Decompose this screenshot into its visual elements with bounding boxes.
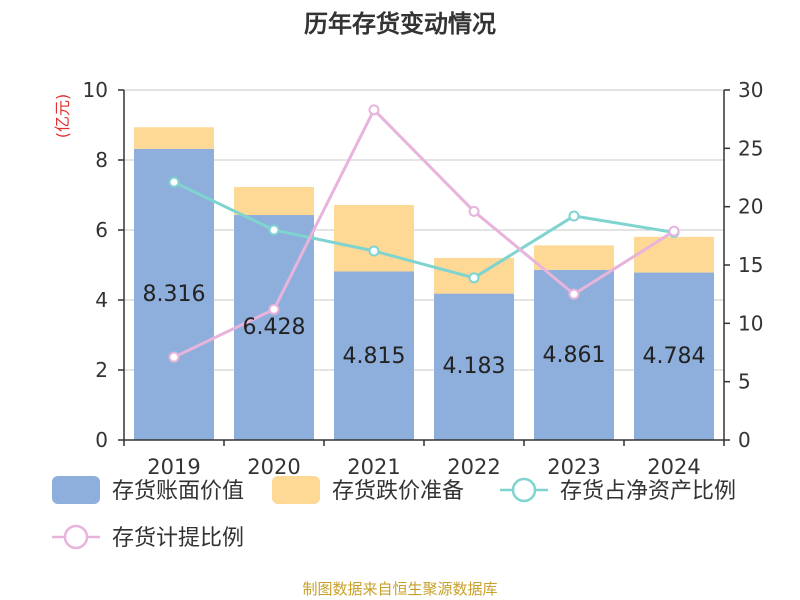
bar-group — [134, 127, 714, 440]
legend-marker — [511, 477, 537, 503]
right-tick-label: 0 — [738, 428, 751, 452]
bar-2022 — [434, 293, 514, 440]
bar-2024 — [634, 272, 714, 440]
bar-2019 — [134, 148, 214, 440]
right-tick-label: 15 — [738, 253, 763, 277]
legend-label: 存货占净资产比例 — [560, 479, 736, 504]
legend-swatch — [272, 476, 320, 504]
legend-swatch — [52, 476, 100, 504]
source-footer: 制图数据来自恒生聚源数据库 — [302, 580, 498, 598]
line-point — [368, 245, 380, 257]
series-line — [173, 180, 675, 280]
x-tick-label: 2022 — [447, 455, 500, 479]
legend-item: 存货跌价准备 — [272, 476, 464, 504]
axes: 0 2 4 6 8 10 0 5 10 15 20 25 30 (亿元) 2019 2020 2021 2022 2… — [53, 78, 763, 479]
line-group — [168, 104, 680, 363]
x-tick-label: 2020 — [247, 455, 300, 479]
right-tick-label: 25 — [738, 136, 763, 160]
data-label: 4.815 — [343, 344, 406, 369]
line-point — [268, 303, 280, 315]
line-point — [168, 176, 180, 188]
line-point — [268, 224, 280, 236]
legend-item: 存货账面价值 — [52, 476, 244, 504]
bar-2024 — [634, 236, 714, 273]
line-point — [568, 210, 580, 222]
left-tick-label: 4 — [95, 288, 108, 312]
line-point — [668, 225, 680, 237]
legend-marker — [63, 524, 89, 550]
x-tick-label: 2021 — [347, 455, 400, 479]
bar-2020 — [234, 215, 314, 440]
legend-item: 存货占净资产比例 — [500, 477, 736, 504]
right-tick-label: 10 — [738, 311, 763, 335]
data-label: 4.784 — [643, 344, 706, 369]
right-tick-label: 5 — [738, 370, 751, 394]
data-label: 8.316 — [143, 282, 206, 307]
series-line — [173, 107, 675, 359]
legend-label: 存货计提比例 — [112, 526, 244, 551]
legend-label: 存货账面价值 — [112, 479, 244, 504]
left-tick-label: 0 — [95, 428, 108, 452]
legend-label: 存货跌价准备 — [332, 479, 464, 504]
x-tick-label: 2019 — [147, 455, 200, 479]
chart-title: 历年存货变动情况 — [304, 10, 496, 38]
data-labels: 8.316 6.428 4.815 4.183 4.861 4.784 — [143, 282, 706, 379]
line-point — [368, 104, 380, 116]
right-tick-label: 30 — [738, 78, 763, 102]
line-point — [168, 351, 180, 363]
left-tick-label: 8 — [95, 148, 108, 172]
bar-2023 — [534, 245, 614, 270]
bar-2020 — [234, 187, 314, 216]
legend-item: 存货计提比例 — [52, 524, 244, 551]
line-point — [468, 205, 480, 217]
data-label: 4.861 — [543, 343, 606, 368]
data-label: 4.183 — [443, 354, 506, 379]
data-label: 6.428 — [243, 315, 306, 340]
left-tick-label: 2 — [95, 358, 108, 382]
x-tick-label: 2024 — [647, 455, 700, 479]
bar-2021 — [334, 271, 414, 440]
left-tick-label: 6 — [95, 218, 108, 242]
x-tick-label: 2023 — [547, 455, 600, 479]
bar-2021 — [334, 204, 414, 272]
line-point — [568, 288, 580, 300]
left-axis-unit-label: (亿元) — [53, 94, 72, 139]
line-point — [468, 272, 480, 284]
right-tick-label: 20 — [738, 195, 763, 219]
bar-2019 — [134, 127, 214, 149]
left-tick-label: 10 — [83, 78, 108, 102]
